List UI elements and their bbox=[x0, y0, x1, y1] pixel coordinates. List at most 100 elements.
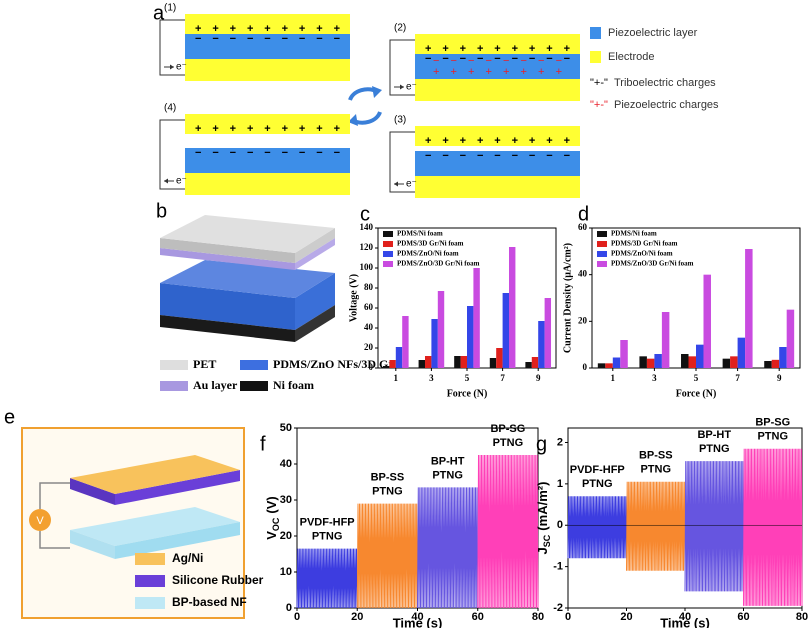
bar bbox=[431, 319, 438, 368]
y-tick-label: -1 bbox=[553, 561, 563, 573]
bar bbox=[745, 249, 753, 368]
x-tick-label: 7 bbox=[735, 373, 740, 383]
segment-label: BP-SG bbox=[490, 423, 525, 435]
y-tick-label: 0 bbox=[286, 602, 292, 614]
legend-text: PDMS/Ni foam bbox=[397, 230, 443, 238]
legend-swatch bbox=[597, 251, 607, 257]
x-tick-label: 0 bbox=[294, 611, 300, 623]
legend-text: PET bbox=[193, 357, 216, 371]
segment-label: BP-SS bbox=[371, 472, 405, 484]
y-tick-label: 50 bbox=[280, 422, 292, 434]
y-tick-label: 30 bbox=[280, 494, 292, 506]
agni-top bbox=[70, 455, 240, 494]
legend-swatch bbox=[597, 261, 607, 267]
electron-arrow-head bbox=[170, 64, 174, 70]
y-axis-label: VOC (V) bbox=[264, 496, 281, 540]
electrode bbox=[185, 173, 350, 195]
electrode bbox=[415, 176, 580, 198]
ni-front bbox=[160, 315, 295, 342]
signal bbox=[626, 481, 686, 571]
segment-label: PTNG bbox=[493, 437, 524, 449]
bar bbox=[688, 356, 696, 368]
circuit bbox=[159, 19, 185, 76]
panel-label: b bbox=[156, 200, 167, 222]
y-tick-label: 40 bbox=[364, 322, 374, 332]
bar bbox=[454, 356, 461, 368]
segment-label: PTNG bbox=[312, 531, 343, 543]
legend-text: PDMS/ZnO/Ni foam bbox=[611, 250, 673, 258]
panel-label: e bbox=[4, 406, 15, 428]
panel-label: d bbox=[578, 203, 589, 225]
panel-label: g bbox=[536, 433, 547, 455]
bar bbox=[737, 337, 746, 368]
bar bbox=[779, 347, 787, 368]
x-tick-label: 0 bbox=[565, 611, 571, 623]
charges: + + + + + + + + + bbox=[425, 135, 570, 147]
y-tick-label: 20 bbox=[280, 530, 292, 542]
y-tick-label: 40 bbox=[578, 269, 588, 279]
bar bbox=[467, 306, 474, 368]
bar bbox=[764, 361, 772, 368]
bar bbox=[605, 363, 613, 368]
step-number: (3) bbox=[394, 115, 406, 126]
bar bbox=[771, 359, 780, 368]
panel-label: c bbox=[360, 203, 370, 225]
bar bbox=[382, 366, 390, 368]
x-tick-label: 20 bbox=[351, 611, 363, 623]
step-number: (1) bbox=[164, 3, 176, 14]
electron: e⁻ bbox=[176, 176, 187, 187]
x-tick-label: 3 bbox=[652, 373, 657, 383]
legend-text: PDMS/ZnO NFs/3D Gr bbox=[273, 357, 394, 371]
legend-text: PDMS/ZnO/3D Gr/Ni foam bbox=[397, 260, 480, 268]
bar bbox=[489, 358, 497, 368]
y-axis-symbol: V bbox=[264, 531, 279, 540]
legend-swatch bbox=[383, 231, 393, 237]
legend-swatch bbox=[383, 241, 393, 247]
wire bbox=[39, 482, 70, 549]
piezo-layer bbox=[415, 151, 580, 176]
electrode bbox=[185, 14, 350, 34]
x-tick-label: 1 bbox=[611, 373, 616, 383]
bar bbox=[437, 291, 445, 368]
legend-text: PDMS/3D Gr/Ni foam bbox=[397, 240, 464, 248]
bar bbox=[703, 274, 711, 368]
legend-swatch bbox=[597, 241, 607, 247]
electrode bbox=[185, 59, 350, 81]
signal bbox=[477, 454, 539, 609]
bar bbox=[646, 358, 655, 368]
au-side bbox=[295, 238, 335, 270]
bar bbox=[661, 312, 670, 368]
x-tick-label: 60 bbox=[737, 611, 749, 623]
y-axis-subscript: SC bbox=[542, 534, 552, 547]
y-tick-label: 20 bbox=[364, 342, 374, 352]
legend-swatch bbox=[240, 360, 268, 370]
bar bbox=[402, 316, 409, 368]
legend-swatch bbox=[590, 51, 601, 63]
signal bbox=[567, 496, 627, 559]
pet-front bbox=[160, 238, 295, 263]
y-tick-label: 60 bbox=[364, 302, 374, 312]
charges: − − − − − − − − − bbox=[425, 150, 570, 162]
step-number: (2) bbox=[394, 23, 406, 34]
x-tick-label: 3 bbox=[429, 373, 434, 383]
bar bbox=[525, 362, 532, 368]
signal bbox=[743, 448, 803, 606]
pdms-side bbox=[295, 273, 335, 330]
legend-swatch bbox=[160, 381, 188, 391]
charges: + + + + + + + + + bbox=[195, 23, 340, 35]
bar bbox=[502, 293, 510, 368]
bar bbox=[538, 321, 545, 368]
legend-text: PDMS/3D Gr/Ni foam bbox=[611, 240, 678, 248]
signal bbox=[417, 487, 479, 609]
circuit bbox=[389, 39, 415, 96]
bar bbox=[395, 347, 403, 368]
segment-label: PTNG bbox=[640, 464, 671, 476]
rubber-side bbox=[115, 470, 240, 505]
piezo-charges: + + + + + + + + bbox=[433, 66, 562, 78]
device-3d bbox=[160, 215, 335, 342]
x-tick-label: 20 bbox=[620, 611, 632, 623]
au-front bbox=[160, 248, 295, 270]
pdms-front bbox=[160, 283, 295, 330]
legend-swatch bbox=[597, 231, 607, 237]
bp-nf-top bbox=[70, 507, 240, 546]
